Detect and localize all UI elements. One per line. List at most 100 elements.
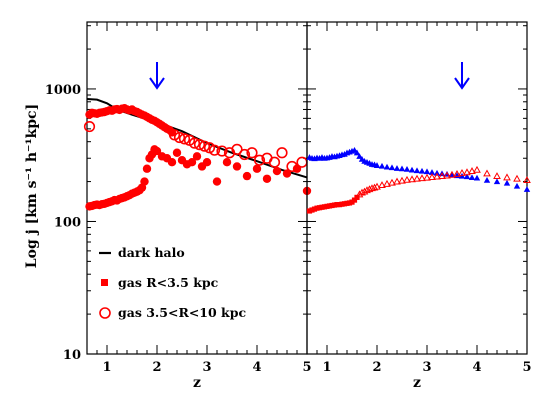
y-axis-label: Log j [km s⁻¹ h⁻¹kpc] — [24, 104, 40, 268]
data-point — [463, 173, 471, 180]
data-point — [360, 187, 369, 195]
data-point — [383, 179, 391, 187]
x-tick-label: 1 — [322, 360, 331, 375]
data-point — [493, 178, 501, 185]
series-0-2 — [85, 104, 177, 137]
arrow-head — [454, 77, 470, 90]
data-point — [483, 176, 491, 183]
data-point — [363, 186, 371, 194]
data-point — [458, 169, 466, 176]
data-point — [393, 165, 401, 171]
data-point — [238, 148, 251, 161]
data-point — [403, 165, 411, 172]
data-point — [365, 185, 374, 193]
data-point — [513, 174, 521, 182]
data-point — [408, 175, 416, 183]
data-point — [216, 145, 228, 157]
data-point — [418, 174, 426, 182]
data-point — [448, 171, 456, 178]
data-point — [286, 160, 298, 173]
data-point — [262, 174, 272, 183]
redshift-arrow — [454, 62, 470, 90]
data-point — [173, 131, 186, 144]
x-tick-label: 2 — [152, 360, 161, 375]
data-point — [268, 156, 281, 168]
data-point — [433, 172, 441, 180]
data-point — [443, 171, 451, 179]
data-point — [188, 137, 201, 149]
x-axis-label: z — [413, 375, 421, 391]
data-point — [493, 172, 501, 179]
data-point — [503, 179, 511, 186]
plot-frame — [306, 21, 528, 355]
data-point — [473, 165, 481, 173]
data-point — [152, 146, 162, 156]
data-point — [212, 177, 222, 186]
data-point — [468, 167, 476, 174]
data-point — [448, 170, 456, 178]
data-point — [438, 172, 446, 179]
data-point — [388, 178, 396, 186]
data-point — [356, 153, 363, 159]
data-point — [252, 164, 262, 173]
data-point — [483, 169, 491, 177]
data-point — [523, 186, 531, 192]
legend-label: dark halo — [118, 245, 185, 260]
data-point — [398, 165, 406, 172]
data-point — [423, 173, 431, 181]
data-point — [373, 182, 381, 190]
data-point — [403, 175, 411, 183]
data-point — [503, 173, 511, 181]
data-point — [222, 158, 232, 167]
x-tick-label: 3 — [422, 360, 431, 375]
x-tick-label: 3 — [202, 360, 211, 375]
arrow-head — [149, 77, 165, 90]
data-point — [187, 158, 197, 167]
data-point — [202, 158, 212, 167]
data-point — [388, 164, 396, 171]
data-point — [513, 182, 521, 189]
data-point — [353, 149, 361, 156]
data-point — [413, 174, 421, 182]
series-1-0 — [306, 146, 531, 192]
series-0-1 — [85, 145, 312, 211]
data-point — [208, 144, 221, 156]
legend-circle-swatch — [99, 307, 111, 319]
data-point — [398, 176, 406, 184]
panel-left: 1 2 3 4 5 z 10 100 1000 — [45, 21, 312, 391]
data-point — [193, 139, 206, 151]
data-point — [393, 177, 401, 185]
x-tick-label: 2 — [372, 360, 381, 375]
data-point — [354, 194, 360, 200]
data-point — [468, 174, 476, 180]
legend-square-swatch — [101, 279, 108, 286]
x-tick-label: 1 — [102, 360, 111, 375]
data-point — [463, 168, 471, 176]
data-point — [378, 162, 386, 169]
data-point — [198, 140, 211, 152]
legend: dark halo gas R<3.5 kpc gas 3.5<R<10 kpc — [99, 245, 246, 320]
x-tick-label: 5 — [302, 360, 311, 375]
y-tick-label: 10 — [63, 348, 81, 363]
x-tick-label: 5 — [522, 360, 531, 375]
panels: 1 2 3 4 5 z 10 100 1000 1 2 3 4 5 z — [45, 21, 532, 391]
data-point — [428, 169, 436, 175]
data-point — [408, 166, 416, 173]
series-1-2 — [355, 165, 531, 198]
y-tick-label: 100 — [54, 215, 81, 230]
data-point — [167, 158, 177, 167]
data-point — [140, 177, 149, 186]
panel-right: 1 2 3 4 5 z — [306, 21, 532, 391]
data-point — [253, 154, 266, 166]
data-point — [453, 170, 461, 177]
legend-label: gas R<3.5 kpc — [118, 275, 219, 290]
y-tick-label: 1000 — [45, 83, 81, 98]
data-point — [370, 183, 379, 191]
x-tick-label: 4 — [472, 360, 481, 375]
data-point — [383, 163, 391, 170]
data-point — [523, 176, 531, 184]
series-1-1 — [306, 194, 360, 214]
data-point — [246, 147, 258, 159]
data-point — [192, 152, 202, 161]
data-point — [423, 168, 431, 175]
